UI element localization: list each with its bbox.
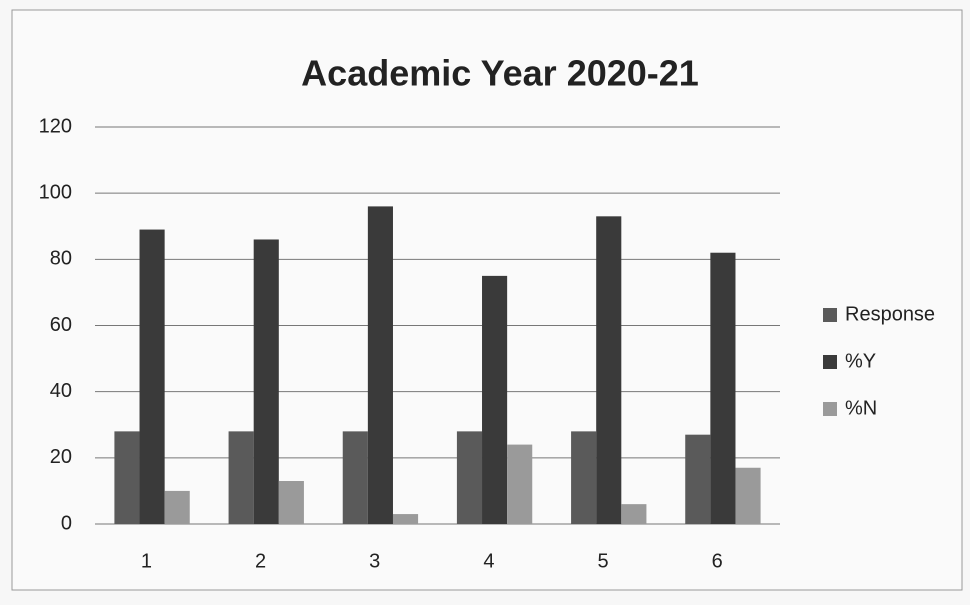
bar [456,431,483,524]
x-tick-label: 1 [141,550,152,572]
bar [139,229,165,524]
bar [228,431,254,524]
x-tick-label: 5 [597,550,608,572]
legend-label: %N [845,397,877,419]
y-tick-label: 120 [39,115,72,137]
bar [507,444,533,524]
bar [710,252,736,524]
y-tick-label: 100 [39,181,72,203]
bar [482,275,508,524]
bar [164,490,190,524]
bar [342,431,368,524]
y-tick-label: 0 [61,512,72,534]
y-tick-label: 20 [50,446,72,468]
y-tick-label: 60 [50,314,72,336]
bar [571,431,597,524]
bar [253,239,279,524]
y-tick-label: 40 [50,380,72,402]
legend-label: %Y [845,350,876,372]
x-tick-label: 2 [255,550,266,572]
chart-title: Academic Year 2020-21 [301,53,699,94]
legend-swatch [823,355,837,369]
bar [392,514,419,524]
bar [367,206,393,524]
legend-swatch [823,308,837,322]
bar [685,434,711,524]
x-tick-label: 4 [483,550,494,572]
x-tick-label: 6 [712,550,723,572]
bar [735,467,761,524]
y-tick-label: 80 [50,248,72,270]
bar [596,216,622,524]
x-tick-label: 3 [369,550,380,572]
bar [621,504,647,524]
legend-swatch [823,402,837,416]
legend-label: Response [845,303,935,325]
bar [114,431,140,524]
bar [278,480,304,524]
